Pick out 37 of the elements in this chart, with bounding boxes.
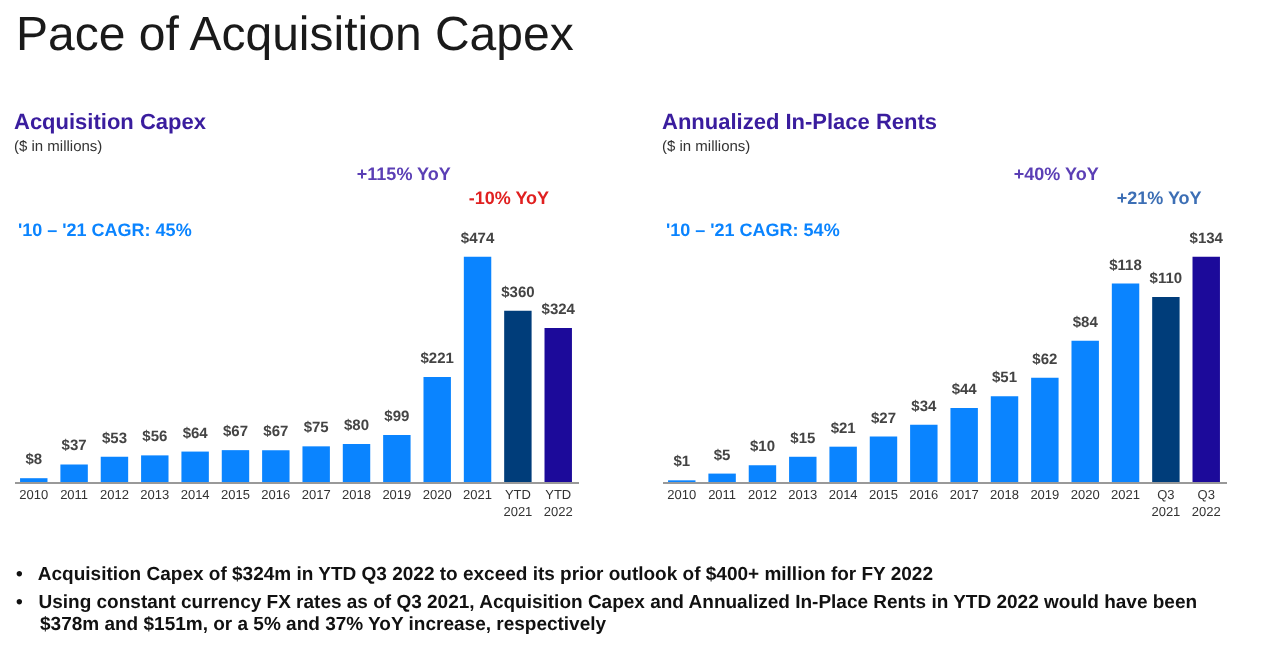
bar	[990, 396, 1019, 482]
bar	[60, 464, 88, 482]
bar	[789, 456, 817, 482]
bar	[1071, 340, 1099, 482]
bar	[504, 310, 532, 482]
bar	[950, 408, 978, 482]
bar	[302, 446, 330, 482]
bar	[463, 256, 492, 482]
bar	[383, 434, 411, 482]
text: • Using constant currency FX rates as of Q3 2021, Acquisition Capex and Annualized In-Place Rents in YTD 2022 would have been $378m and $151m, or a 5% and 37% YoY increase, respectively	[16, 592, 1200, 636]
bar	[708, 473, 736, 482]
bar	[181, 451, 209, 482]
bar	[829, 446, 857, 482]
bar	[869, 436, 898, 482]
bar	[544, 327, 572, 482]
text: -10% YoY	[468, 188, 550, 208]
bar	[423, 376, 451, 482]
bar	[1111, 283, 1140, 482]
bar	[221, 450, 250, 482]
text: '10 – '21 CAGR: 54%	[666, 220, 840, 240]
bar	[342, 443, 371, 482]
bar	[262, 450, 290, 482]
bar	[910, 424, 938, 482]
text: '10 – '21 CAGR: 45%	[18, 220, 192, 240]
bar	[141, 455, 169, 482]
text: Pace of Acquisition Capex	[16, 8, 574, 64]
bar	[1031, 377, 1059, 482]
text: +21% YoY	[1116, 188, 1202, 208]
text: • Acquisition Capex of $324m in YTD Q3 2022 to exceed its prior outlook of $400+ million for FY 2022	[16, 564, 935, 586]
bar	[100, 456, 129, 482]
chart-title: Acquisition Capex	[14, 111, 208, 135]
bar	[748, 465, 777, 482]
chart-title: Annualized In-Place Rents	[662, 111, 938, 135]
text: +40% YoY	[1013, 164, 1099, 184]
text: +115% YoY	[356, 164, 451, 184]
bar	[1152, 297, 1180, 482]
bar	[1192, 256, 1220, 482]
